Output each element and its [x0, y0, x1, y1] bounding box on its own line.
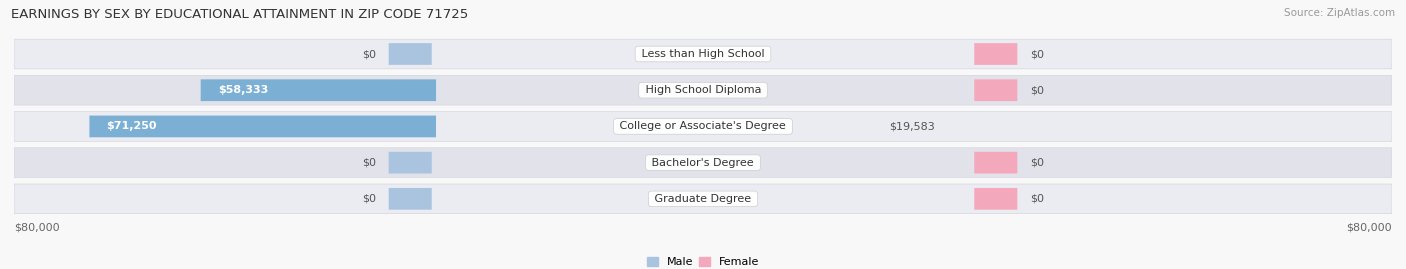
FancyBboxPatch shape: [974, 43, 1018, 65]
Text: Less than High School: Less than High School: [638, 49, 768, 59]
FancyBboxPatch shape: [388, 152, 432, 174]
Text: $0: $0: [1031, 85, 1045, 95]
Text: EARNINGS BY SEX BY EDUCATIONAL ATTAINMENT IN ZIP CODE 71725: EARNINGS BY SEX BY EDUCATIONAL ATTAINMEN…: [11, 8, 468, 21]
FancyBboxPatch shape: [90, 116, 436, 137]
Text: $58,333: $58,333: [218, 85, 269, 95]
Text: Graduate Degree: Graduate Degree: [651, 194, 755, 204]
Text: High School Diploma: High School Diploma: [641, 85, 765, 95]
Text: $0: $0: [361, 49, 375, 59]
FancyBboxPatch shape: [974, 79, 1018, 101]
FancyBboxPatch shape: [201, 79, 436, 101]
Text: $0: $0: [1031, 194, 1045, 204]
Text: $0: $0: [361, 158, 375, 168]
Text: Bachelor's Degree: Bachelor's Degree: [648, 158, 758, 168]
Text: $0: $0: [361, 194, 375, 204]
Text: $80,000: $80,000: [1347, 222, 1392, 232]
FancyBboxPatch shape: [974, 152, 1018, 174]
Text: $0: $0: [1031, 158, 1045, 168]
Text: $19,583: $19,583: [889, 121, 935, 132]
FancyBboxPatch shape: [14, 112, 1392, 141]
FancyBboxPatch shape: [388, 43, 432, 65]
FancyBboxPatch shape: [388, 188, 432, 210]
FancyBboxPatch shape: [14, 184, 1392, 214]
Text: College or Associate's Degree: College or Associate's Degree: [616, 121, 790, 132]
FancyBboxPatch shape: [14, 75, 1392, 105]
FancyBboxPatch shape: [974, 188, 1018, 210]
FancyBboxPatch shape: [14, 39, 1392, 69]
Legend: Male, Female: Male, Female: [643, 252, 763, 269]
Text: $71,250: $71,250: [107, 121, 157, 132]
FancyBboxPatch shape: [14, 148, 1392, 178]
Text: $80,000: $80,000: [14, 222, 59, 232]
Text: $0: $0: [1031, 49, 1045, 59]
Text: Source: ZipAtlas.com: Source: ZipAtlas.com: [1284, 8, 1395, 18]
